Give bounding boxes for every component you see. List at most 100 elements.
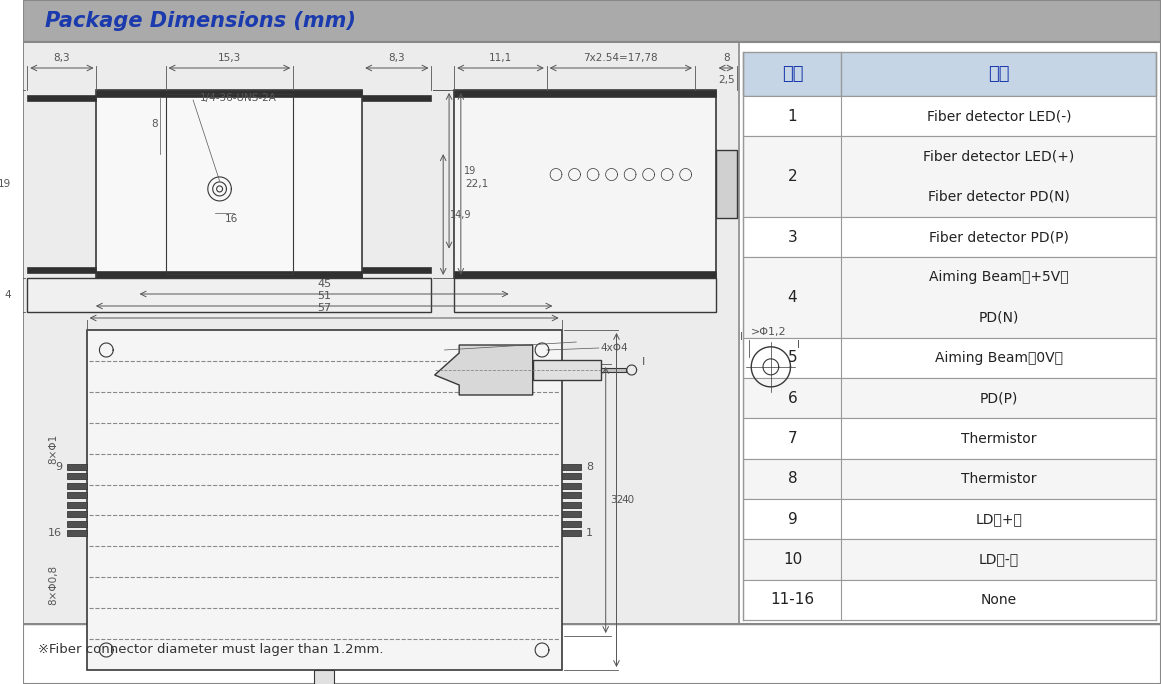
Bar (28, 95, 96, 101)
Bar (96, 90, 362, 278)
Bar (743, 540, 1156, 580)
Text: 8: 8 (151, 119, 158, 129)
Bar (743, 96, 1156, 136)
Text: 19: 19 (463, 166, 476, 176)
Text: Fiber detector PD(P): Fiber detector PD(P) (929, 230, 1069, 244)
Text: PD(P): PD(P) (980, 391, 1018, 406)
Text: 3: 3 (787, 230, 798, 245)
Bar (743, 419, 1156, 459)
Bar (96, 90, 362, 97)
Bar (562, 464, 582, 470)
Bar (362, 95, 432, 101)
Polygon shape (434, 345, 533, 395)
Bar (67, 473, 87, 479)
Text: 11,1: 11,1 (489, 53, 512, 63)
Bar (562, 492, 582, 498)
Text: 8×Φ0,8: 8×Φ0,8 (49, 565, 58, 605)
Text: 7: 7 (787, 431, 798, 446)
Text: 8×Φ1: 8×Φ1 (49, 434, 58, 464)
Bar (315, 670, 334, 684)
Text: 45: 45 (317, 279, 331, 289)
Text: >Φ1,2: >Φ1,2 (751, 327, 787, 337)
Bar (67, 483, 87, 489)
Bar (743, 499, 1156, 540)
Text: 51: 51 (317, 291, 331, 301)
Text: 1: 1 (787, 109, 798, 124)
Bar (67, 521, 87, 527)
Text: ※Fiber connector diameter must lager than 1.2mm.: ※Fiber connector diameter must lager tha… (37, 644, 383, 657)
Bar (562, 511, 582, 517)
Bar (87, 330, 562, 670)
Bar (743, 338, 1156, 378)
Bar (743, 459, 1156, 499)
Bar (96, 271, 362, 278)
Bar (67, 511, 87, 517)
Text: 22,1: 22,1 (466, 179, 489, 189)
Text: 1: 1 (586, 528, 593, 538)
Bar (562, 521, 582, 527)
Text: I: I (796, 340, 800, 350)
Text: None: None (981, 593, 1017, 607)
Text: 19: 19 (0, 179, 10, 189)
Text: Aiming Beam（+5V）: Aiming Beam（+5V） (929, 270, 1068, 285)
Text: 15,3: 15,3 (218, 53, 241, 63)
Text: 10: 10 (783, 552, 802, 567)
Text: 16: 16 (224, 214, 238, 224)
Text: Fiber detector LED(-): Fiber detector LED(-) (926, 109, 1072, 123)
Text: I: I (642, 357, 646, 367)
Bar (743, 136, 1156, 217)
Text: Fiber detector PD(N): Fiber detector PD(N) (928, 189, 1069, 204)
Bar (562, 530, 582, 536)
Text: 57: 57 (317, 303, 331, 313)
Bar (28, 278, 432, 312)
Bar (23, 0, 1161, 42)
Text: Fiber detector LED(+): Fiber detector LED(+) (923, 150, 1074, 163)
Text: PD(N): PD(N) (979, 311, 1019, 325)
Text: 8: 8 (723, 53, 729, 63)
Bar (743, 378, 1156, 419)
Bar (24, 43, 737, 623)
Text: 16: 16 (49, 528, 63, 538)
Bar (67, 502, 87, 508)
Bar (166, 94, 293, 274)
Bar (743, 580, 1156, 620)
Bar (454, 90, 715, 97)
Bar (454, 90, 715, 278)
Text: Aiming Beam（0V）: Aiming Beam（0V） (935, 351, 1062, 365)
Text: 8: 8 (586, 462, 593, 472)
Bar (562, 473, 582, 479)
Text: 9: 9 (787, 512, 798, 527)
Bar (743, 217, 1156, 257)
Text: 32: 32 (611, 495, 623, 505)
Bar (28, 267, 96, 273)
Text: Thermistor: Thermistor (961, 472, 1037, 486)
Bar (715, 150, 736, 218)
Text: 8,3: 8,3 (389, 53, 405, 63)
Bar (743, 52, 1156, 96)
Text: 40: 40 (621, 495, 635, 505)
Text: 8,3: 8,3 (53, 53, 70, 63)
Text: 11-16: 11-16 (771, 592, 815, 607)
Text: 2: 2 (787, 169, 798, 184)
Text: 4xΦ4: 4xΦ4 (600, 343, 628, 353)
Bar (23, 624, 1161, 684)
Text: I: I (740, 332, 743, 342)
Bar (454, 271, 715, 278)
Bar (562, 483, 582, 489)
Bar (562, 502, 582, 508)
Bar (743, 257, 1156, 338)
Text: 9: 9 (55, 462, 63, 472)
Text: 引脚: 引脚 (781, 65, 803, 83)
Bar (454, 278, 715, 312)
Text: Thermistor: Thermistor (961, 432, 1037, 445)
Text: 8: 8 (787, 471, 798, 486)
Text: 14,9: 14,9 (450, 209, 471, 220)
Text: 7x2.54=17,78: 7x2.54=17,78 (584, 53, 658, 63)
Text: 2,5: 2,5 (717, 75, 735, 85)
Text: 1/4-36-UNS-2A: 1/4-36-UNS-2A (200, 93, 276, 103)
Bar (362, 267, 432, 273)
Bar (67, 492, 87, 498)
Bar (601, 368, 626, 372)
Bar (67, 530, 87, 536)
Text: Package Dimensions (mm): Package Dimensions (mm) (44, 11, 355, 31)
